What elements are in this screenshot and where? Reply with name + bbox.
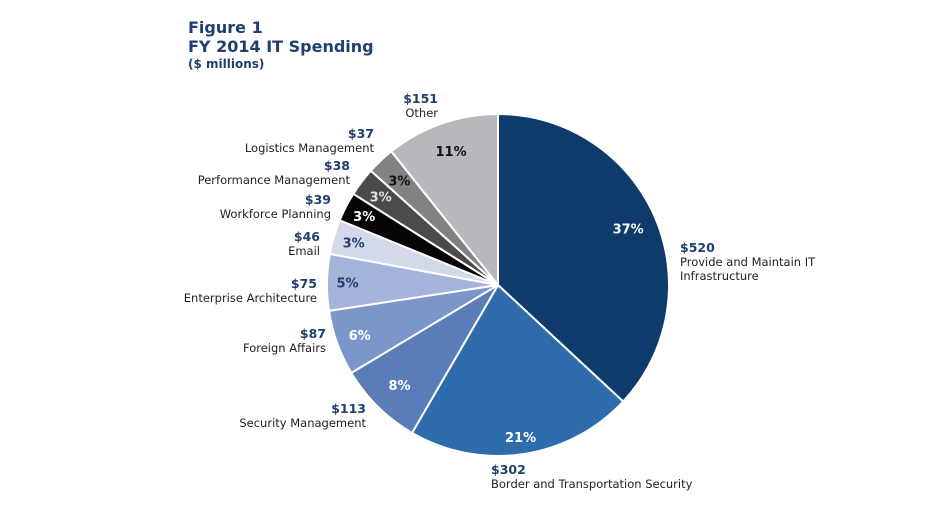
slice-value: $46 bbox=[293, 229, 320, 244]
chart-subtitle: FY 2014 IT Spending bbox=[188, 37, 374, 56]
chart-title-block: Figure 1 FY 2014 IT Spending ($ millions… bbox=[188, 18, 374, 72]
slice-value: $75 bbox=[290, 276, 317, 291]
pie-slice bbox=[389, 112, 499, 288]
slice-label: $39 Workforce Planning bbox=[219, 192, 331, 222]
slice-value: $113 bbox=[331, 401, 366, 416]
slice-name: Email bbox=[288, 244, 320, 258]
slice-name: Other bbox=[405, 106, 438, 120]
slice-percent-label: 37% bbox=[613, 222, 644, 237]
slice-name: Enterprise Architecture bbox=[183, 291, 317, 305]
slice-name: Performance Management bbox=[197, 173, 350, 187]
slice-value: $302 bbox=[491, 462, 526, 477]
slice-label: $87 Foreign Affairs bbox=[243, 326, 326, 356]
slice-name: Provide and Maintain IT Infrastructure bbox=[680, 255, 816, 283]
slice-percent-label: 3% bbox=[353, 210, 375, 225]
slice-label: $38 Performance Management bbox=[197, 158, 350, 188]
slice-value: $151 bbox=[403, 91, 438, 106]
slice-label: $302 Border and Transportation Security bbox=[491, 462, 693, 492]
slice-percent-label: 3% bbox=[370, 190, 392, 205]
slice-name: Workforce Planning bbox=[219, 207, 331, 221]
slice-label: $151 Other bbox=[403, 91, 438, 121]
slice-label: $37 Logistics Management bbox=[244, 126, 374, 156]
slice-percent-label: 3% bbox=[388, 175, 410, 190]
slice-percent-label: 8% bbox=[388, 379, 410, 394]
slice-name: Foreign Affairs bbox=[243, 341, 326, 355]
chart-title: Figure 1 bbox=[188, 18, 263, 37]
slice-label: $520 Provide and Maintain IT Infrastructu… bbox=[680, 240, 840, 284]
slice-value: $39 bbox=[304, 192, 331, 207]
slice-percent-label: 11% bbox=[436, 145, 467, 160]
slice-value: $520 bbox=[680, 240, 715, 255]
slice-percent-label: 5% bbox=[336, 277, 358, 292]
slice-label: $75 Enterprise Architecture bbox=[183, 276, 317, 306]
slice-percent-label: 6% bbox=[349, 329, 371, 344]
slice-percent-label: 3% bbox=[343, 237, 365, 252]
slice-percent-label: 21% bbox=[505, 431, 536, 446]
slice-name: Security Management bbox=[239, 416, 366, 430]
pie-slice bbox=[497, 112, 670, 403]
pie-slice bbox=[410, 283, 625, 457]
slice-label: $46 Email bbox=[288, 229, 320, 259]
slice-value: $87 bbox=[299, 326, 326, 341]
chart-unit: ($ millions) bbox=[188, 57, 265, 71]
slice-name: Border and Transportation Security bbox=[491, 477, 693, 491]
slice-name: Logistics Management bbox=[244, 141, 374, 155]
slice-value: $38 bbox=[323, 158, 350, 173]
slice-value: $37 bbox=[347, 126, 374, 141]
slice-label: $113 Security Management bbox=[239, 401, 366, 431]
